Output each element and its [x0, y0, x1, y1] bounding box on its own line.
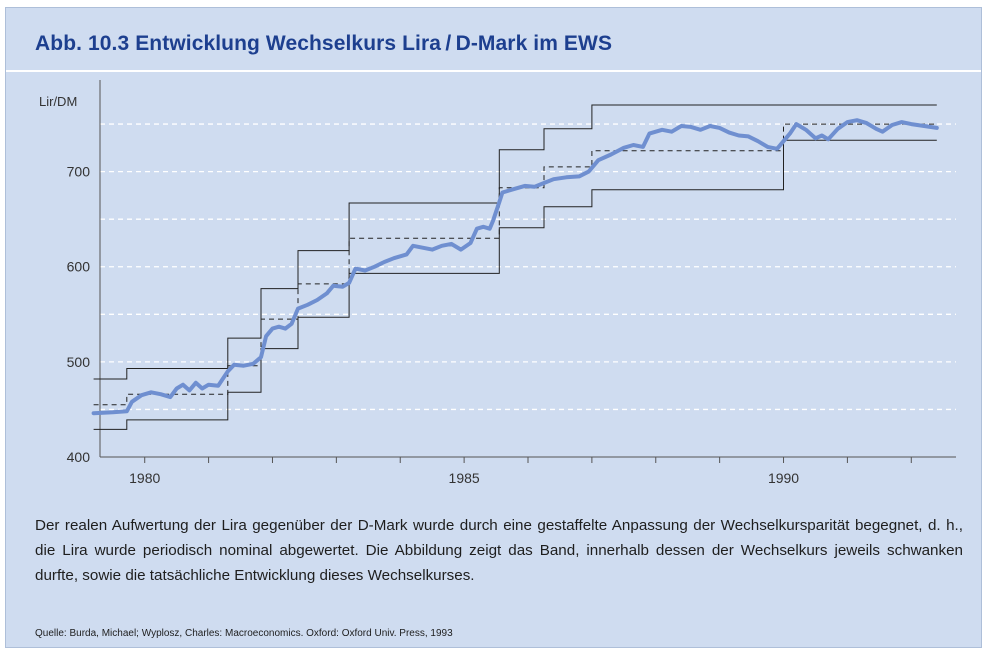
grid-layer: [100, 123, 956, 411]
figure-caption: Der realen Aufwertung der Lira gegenüber…: [35, 517, 963, 584]
y-tick-label-500: 500: [67, 354, 91, 370]
figure-title: Abb. 10.3 Entwicklung Wechselkurs Lira /…: [35, 32, 613, 55]
x-tick-label-1990: 1990: [768, 470, 799, 486]
series-actual-line: [91, 118, 939, 416]
x-tick-label-1980: 1980: [129, 470, 160, 486]
y-tick-label-600: 600: [67, 259, 91, 275]
y-tick-label-700: 700: [67, 164, 91, 180]
series-upper-line: [93, 104, 937, 380]
title-divider: [6, 70, 981, 72]
series-layer: [91, 104, 939, 430]
y-tick-label-400: 400: [67, 449, 91, 465]
figure-panel: Abb. 10.3 Entwicklung Wechselkurs Lira /…: [5, 7, 982, 648]
series-central-line: [93, 123, 937, 406]
axis-layer: 1980 1985 1990 400 500 600 700: [67, 80, 956, 486]
series-lower-line: [93, 139, 937, 430]
figure-source: Quelle: Burda, Michael; Wyplosz, Charles…: [35, 628, 453, 639]
y-axis-label: Lir/DM: [39, 94, 77, 109]
x-tick-label-1985: 1985: [449, 470, 480, 486]
exchange-rate-chart: 1980 1985 1990 400 500 600 700 Lir/DM: [39, 80, 956, 486]
